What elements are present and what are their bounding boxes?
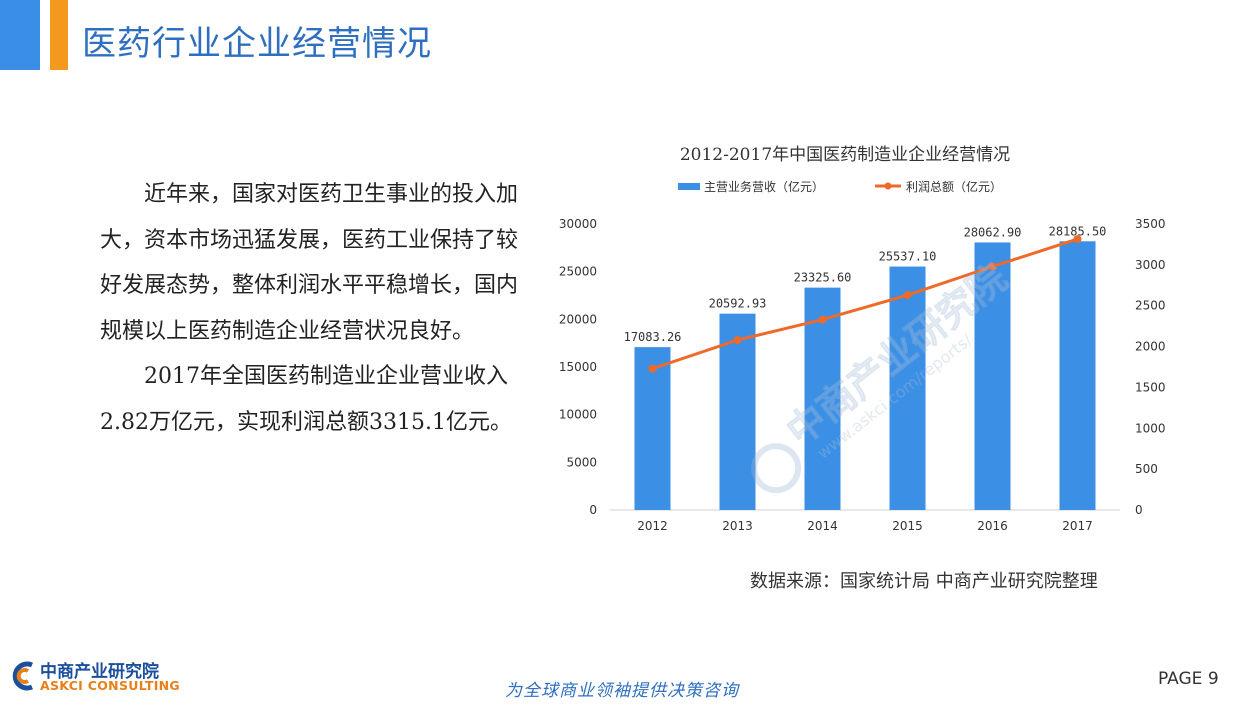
y-left-tick-label: 10000 (559, 408, 597, 422)
bar-data-label: 25537.10 (879, 250, 937, 264)
body-text: 近年来，国家对医药卫生事业的投入加大，资本市场迅猛发展，医药工业保持了较好发展态… (100, 172, 520, 445)
line-profit-point (818, 315, 827, 324)
logo-text-en: ASKCI CONSULTING (40, 678, 180, 693)
bar-data-label: 17083.26 (624, 330, 682, 344)
bar-data-label: 28062.90 (964, 225, 1022, 239)
y-left-tick-label: 15000 (559, 360, 597, 374)
logo-text-cn: 中商产业研究院 (40, 662, 159, 682)
line-profit-point (903, 291, 912, 300)
legend-label-profit: 利润总额（亿元） (906, 179, 1002, 194)
plot-area: 0 5000 10000 15000 20000 25000 30000 0 500 1000 15… (559, 217, 1166, 533)
bar-revenue (804, 287, 841, 510)
logo-mark-icon (12, 661, 33, 691)
y-right-tick-label: 2000 (1135, 340, 1166, 354)
x-tick-label: 2016 (977, 519, 1008, 533)
y-left-tick-label: 5000 (566, 455, 597, 469)
brand-logo: 中商产业研究院 ASKCI CONSULTING (10, 657, 185, 697)
line-profit-point (733, 336, 742, 345)
header-accent-orange (50, 0, 68, 70)
legend-label-revenue: 主营业务营收（亿元） (704, 179, 824, 194)
line-profit-point (988, 262, 997, 271)
x-tick-label: 2012 (637, 519, 668, 533)
footer-slogan: 为全球商业领袖提供决策咨询 (505, 681, 739, 701)
bar-revenue (974, 242, 1011, 510)
bar-revenue (634, 347, 671, 510)
y-left-tick-label: 20000 (559, 312, 597, 326)
x-tick-label: 2017 (1062, 519, 1093, 533)
header-accent-blue (0, 0, 40, 70)
bar-revenue (1059, 241, 1096, 511)
y-right-tick-label: 1000 (1135, 421, 1166, 435)
line-profit-point (1073, 235, 1082, 244)
line-profit (652, 237, 1078, 371)
y-right-tick-label: 2500 (1135, 299, 1166, 313)
page-number: PAGE 9 (1158, 669, 1219, 689)
y-right-tick-label: 500 (1135, 462, 1158, 476)
x-tick-label: 2014 (807, 519, 838, 533)
x-tick-label: 2015 (892, 519, 923, 533)
combo-chart: 2012-2017年中国医药制造业企业经营情况 主营业务营收（亿元） 利润总额（… (559, 145, 1166, 533)
chart-title: 2012-2017年中国医药制造业企业经营情况 (680, 145, 1010, 165)
body-paragraph-2: 2017年全国医药制造业企业营业收入2.82万亿元，实现利润总额3315.1亿元… (100, 364, 512, 435)
data-source: 数据来源：国家统计局 中商产业研究院整理 (750, 571, 1098, 592)
bar-data-label: 28185.50 (1049, 224, 1107, 238)
body-paragraph-1: 近年来，国家对医药卫生事业的投入加大，资本市场迅猛发展，医药工业保持了较好发展态… (100, 182, 519, 344)
chart-legend: 主营业务营收（亿元） 利润总额（亿元） (678, 179, 1002, 194)
watermark-logo-icon (751, 443, 802, 494)
y-right-tick-label: 3500 (1135, 217, 1166, 231)
y-left-tick-label: 0 (589, 503, 597, 517)
bar-data-label: 23325.60 (794, 271, 852, 285)
page-title: 医药行业企业经营情况 (82, 24, 432, 64)
line-profit-point (648, 364, 657, 373)
y-right-tick-label: 1500 (1135, 380, 1166, 394)
legend-marker-profit (884, 182, 892, 190)
bar-data-label: 20592.93 (709, 297, 767, 311)
bar-revenue (719, 313, 756, 510)
y-right-tick-label: 3000 (1135, 258, 1166, 272)
bar-revenue (889, 266, 926, 510)
legend-swatch-revenue (678, 183, 700, 190)
x-tick-label: 2013 (722, 519, 753, 533)
y-right-tick-label: 0 (1135, 503, 1143, 517)
y-left-tick-label: 25000 (559, 265, 597, 279)
y-left-tick-label: 30000 (559, 217, 597, 231)
